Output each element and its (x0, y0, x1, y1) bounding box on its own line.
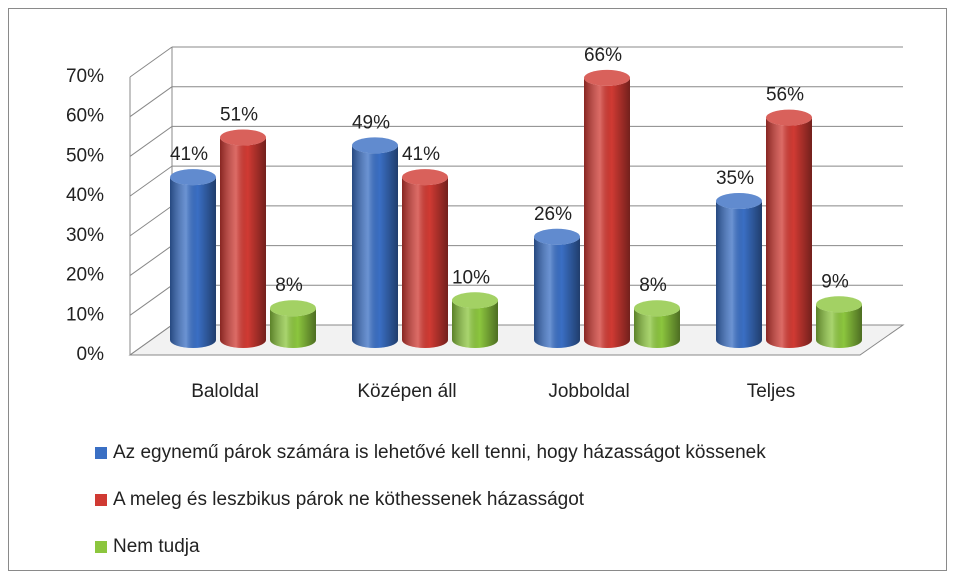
cylinder-top (816, 296, 862, 313)
cylinder-shade (452, 300, 498, 348)
cylinder-shade (584, 77, 630, 348)
cylinder-top (452, 292, 498, 309)
cylinder-shade (816, 304, 862, 348)
cylinder-top-shine (584, 69, 630, 86)
cylinder-top (170, 169, 216, 186)
value-label: 8% (275, 275, 303, 296)
grid-side (129, 165, 173, 197)
x-tick-label: Baloldal (191, 381, 259, 402)
value-label: 8% (639, 275, 667, 296)
value-label: 41% (170, 144, 208, 165)
x-tick-label: Jobboldal (548, 381, 629, 402)
cylinder-top (716, 193, 762, 209)
cylinder-top-shine (270, 300, 316, 317)
cylinder-shade (220, 137, 266, 348)
grid-side (129, 245, 173, 276)
legend-swatch (95, 494, 107, 506)
y-tick-label: 30% (66, 225, 104, 246)
grid-side (129, 205, 173, 237)
cylinder-top-shine (402, 169, 448, 186)
y-tick-label: 40% (66, 185, 104, 206)
cylinder-shade (766, 117, 812, 348)
grid-side (129, 284, 173, 316)
cylinder-shade (634, 308, 680, 348)
legend-swatch (95, 541, 107, 553)
cylinder-top (634, 300, 680, 317)
legend-swatch (95, 447, 107, 459)
value-label: 56% (766, 85, 804, 106)
cylinder-top (352, 137, 398, 154)
value-label: 66% (584, 45, 622, 66)
cylinder-top-shine (634, 300, 680, 317)
x-tick-label: Teljes (747, 381, 796, 402)
y-tick-label: 20% (66, 265, 104, 286)
value-label: 51% (220, 104, 258, 125)
cylinder-top (534, 228, 580, 245)
value-label: 10% (452, 267, 490, 288)
cylinder-shade (352, 145, 398, 348)
cylinder-top (402, 169, 448, 186)
legend-label: A meleg és leszbikus párok ne köthessene… (113, 489, 585, 510)
cylinder-top-shine (352, 137, 398, 154)
legend-label: Az egynemű párok számára is lehetővé kel… (113, 442, 766, 463)
grid-side (129, 86, 173, 118)
value-label: 9% (821, 271, 849, 292)
legend-label: Nem tudja (113, 536, 200, 557)
cylinder-top-shine (816, 296, 862, 313)
cylinder-top-shine (716, 193, 762, 209)
value-label: 26% (534, 204, 572, 225)
cylinder-shade (402, 177, 448, 348)
cylinder-top-shine (220, 129, 266, 146)
value-label: 35% (716, 168, 754, 189)
y-tick-label: 10% (66, 304, 104, 325)
cylinder-top-shine (534, 228, 580, 245)
cylinder-top (270, 300, 316, 317)
x-tick-label: Középen áll (357, 381, 456, 402)
grid-side (129, 46, 173, 78)
cylinder-shade (170, 177, 216, 348)
y-tick-label: 60% (66, 106, 104, 127)
cylinder-top (584, 69, 630, 86)
cylinder-top-shine (170, 169, 216, 186)
grid-side (129, 126, 173, 157)
cylinder-shade (534, 236, 580, 348)
cylinder-top-shine (452, 292, 498, 309)
cylinder-shade (270, 308, 316, 348)
cylinder-top (766, 109, 812, 126)
value-label: 41% (402, 144, 440, 165)
y-tick-label: 70% (66, 66, 104, 87)
y-tick-label: 0% (77, 344, 105, 365)
grid-side (129, 324, 173, 356)
value-label: 49% (352, 112, 390, 133)
cylinder-top (220, 129, 266, 146)
y-tick-label: 50% (66, 145, 104, 166)
cylinder-top-shine (766, 109, 812, 126)
cylinder-shade (716, 201, 762, 348)
